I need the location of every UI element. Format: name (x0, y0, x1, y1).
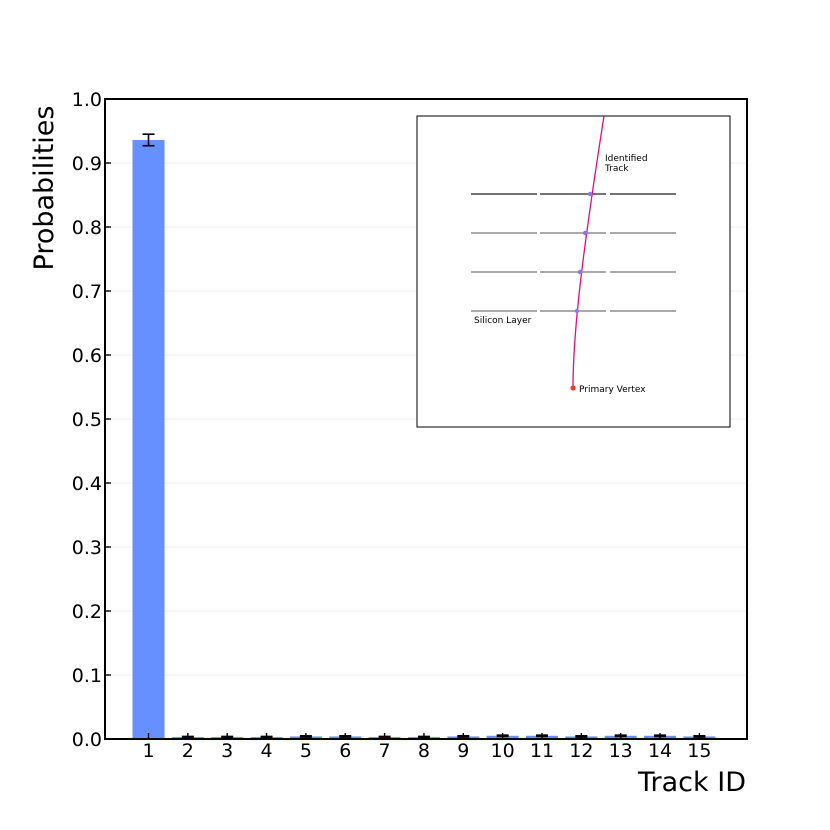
x-tick-label: 7 (379, 740, 391, 762)
y-tick-label: 0.0 (72, 729, 102, 751)
x-tick-label: 1 (142, 740, 154, 762)
detector-inset: Identified Track Silicon Layer Primary V… (416, 115, 731, 428)
primary-vertex-label: Primary Vertex (579, 385, 646, 395)
y-tick-label: 0.2 (72, 601, 102, 623)
x-tick-label: 8 (418, 740, 430, 762)
x-axis-ticks: 1 2 3 4 5 6 7 8 9 10 11 12 13 14 15 (142, 733, 711, 762)
y-tick-label: 0.9 (72, 153, 102, 175)
track-hit-point (587, 191, 593, 197)
identified-track-curve (572, 115, 605, 389)
y-tick-label: 0.3 (72, 537, 102, 559)
y-tick-label: 0.1 (72, 665, 102, 687)
bar (132, 139, 165, 739)
y-tick-label: 0.4 (72, 473, 102, 495)
track-hits (574, 191, 593, 314)
silicon-layers (471, 193, 676, 312)
x-tick-label: 15 (687, 740, 711, 762)
x-tick-label: 9 (457, 740, 469, 762)
x-tick-label: 11 (530, 740, 554, 762)
identified-track-label-line2: Track (604, 164, 629, 174)
x-tick-label: 6 (339, 740, 351, 762)
x-tick-label: 12 (569, 740, 593, 762)
track-hit-point (574, 308, 580, 314)
y-axis-label: Probabilities (29, 106, 60, 271)
y-tick-label: 0.6 (72, 345, 102, 367)
x-tick-label: 14 (648, 740, 672, 762)
track-hit-point (582, 230, 588, 236)
x-axis-label: Track ID (637, 767, 746, 798)
track-hit-point (577, 269, 583, 275)
y-axis-ticks: 0.0 0.1 0.2 0.3 0.4 0.5 0.6 0.7 0.8 0.9 1.0 (72, 89, 111, 751)
x-tick-label: 2 (182, 740, 194, 762)
primary-vertex-marker (570, 385, 576, 391)
x-tick-label: 13 (609, 740, 633, 762)
x-tick-label: 4 (261, 740, 273, 762)
y-tick-label: 1.0 (72, 89, 102, 111)
y-tick-label: 0.7 (72, 281, 102, 303)
identified-track-label-line1: Identified (605, 154, 648, 164)
y-tick-label: 0.8 (72, 217, 102, 239)
y-tick-label: 0.5 (72, 409, 102, 431)
x-tick-label: 10 (491, 740, 515, 762)
x-tick-label: 5 (300, 740, 312, 762)
silicon-layer-label: Silicon Layer (474, 316, 532, 326)
x-tick-label: 3 (221, 740, 233, 762)
